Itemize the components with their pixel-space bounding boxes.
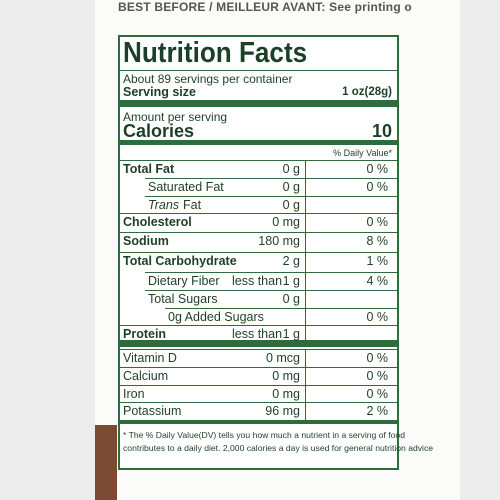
nutrient-name: Fat [183, 198, 202, 212]
nutrient-name: Sodium [123, 234, 169, 248]
daily-value: 2 % [366, 404, 388, 418]
rule [120, 160, 397, 161]
nutrient-name: Protein [123, 327, 167, 341]
nutrient-name: Total Fat [123, 162, 175, 176]
rule [165, 308, 397, 309]
top-text: BEST BEFORE / MEILLEUR AVANT: See printi… [118, 0, 412, 14]
amount: 0 mg [272, 387, 300, 401]
amount: 0 g [282, 292, 300, 306]
nutrient-name: Vitamin D [123, 351, 177, 365]
calories-label: Calories [123, 121, 195, 141]
footnote: * The % Daily Value(DV) tells you how mu… [123, 430, 405, 440]
rule [120, 325, 397, 326]
amount: 1 g [282, 327, 300, 341]
daily-value: 0 % [366, 180, 388, 194]
rule [120, 367, 397, 368]
amount-per-serving: Amount per serving [123, 110, 228, 124]
medium-bar [120, 420, 397, 424]
rule [120, 385, 397, 386]
thick-bar [120, 340, 397, 347]
nutrient-name: Calcium [123, 369, 169, 383]
nutrient-name: Saturated Fat [148, 180, 224, 194]
dv-header: % Daily Value* [333, 148, 392, 158]
package-edge [95, 425, 117, 500]
medium-bar [120, 140, 397, 145]
amount: 0 mg [272, 215, 300, 229]
divider [305, 349, 306, 420]
rule [145, 178, 397, 179]
amount: 0 mcg [265, 351, 300, 365]
nutrient-name: Dietary Fiber [148, 274, 220, 288]
divider [305, 160, 306, 340]
daily-value: 0 % [366, 369, 388, 383]
serving-size: 1 oz(28g) [342, 86, 392, 98]
daily-value: 0 % [366, 215, 388, 229]
amount: 0 g [282, 162, 300, 176]
daily-value: 8 % [366, 234, 388, 248]
amount: 2 g [282, 254, 300, 268]
amount: 0 g [282, 180, 300, 194]
rule [120, 349, 397, 350]
calories: 10 [371, 121, 392, 141]
thick-bar [120, 100, 397, 107]
daily-value: 0 % [366, 351, 388, 365]
qualifier: less than [232, 327, 283, 341]
nutrient-name: Total Sugars [148, 292, 218, 306]
qualifier: less than [232, 274, 283, 288]
servings: About 89 servings per container [123, 72, 293, 86]
amount: 180 mg [258, 234, 300, 248]
rule [120, 70, 397, 71]
daily-value: 1 % [366, 254, 388, 268]
rule [145, 196, 397, 197]
rule [120, 232, 397, 233]
amount: 0 g [282, 198, 300, 212]
amount: 0 mg [272, 369, 300, 383]
daily-value: 4 % [366, 274, 388, 288]
rule [120, 402, 397, 403]
serving-size-label: Serving size [123, 85, 196, 99]
rule [145, 272, 397, 273]
rule [120, 252, 397, 253]
amount: 96 mg [265, 404, 300, 418]
nutrient-name: 0g Added Sugars [168, 310, 264, 324]
nutrient-name: Iron [123, 387, 145, 401]
footnote: contributes to a daily diet. 2,000 calor… [123, 443, 434, 453]
daily-value: 0 % [366, 310, 388, 324]
daily-value: 0 % [366, 387, 388, 401]
rule [120, 213, 397, 214]
title: Nutrition Facts [123, 37, 308, 69]
nutrient-name: Cholesterol [123, 215, 192, 229]
nutrient-name: Potassium [123, 404, 182, 418]
nutrient-name: Total Carbohydrate [123, 254, 237, 268]
rule [145, 290, 397, 291]
nutrient-name-italic: Trans [148, 198, 180, 212]
daily-value: 0 % [366, 162, 388, 176]
amount: 1 g [282, 274, 300, 288]
